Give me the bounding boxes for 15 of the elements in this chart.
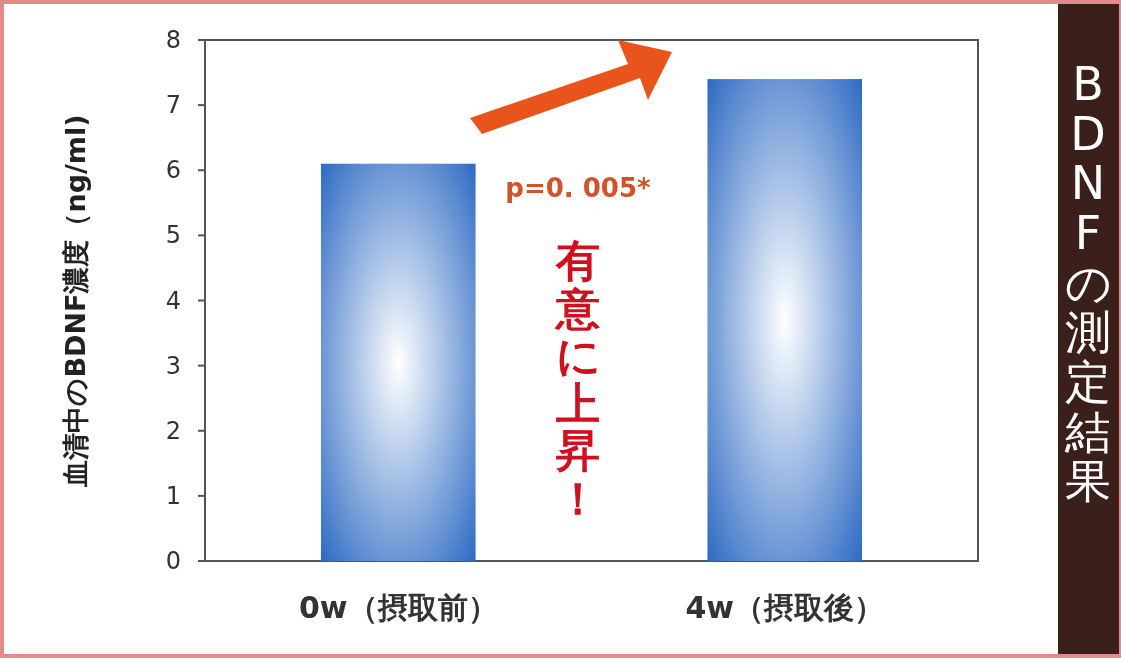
y-tick-label: 2 xyxy=(165,416,181,445)
x-tick-label: 4w（摂取後） xyxy=(685,590,885,625)
annotation: 有意に上昇！ xyxy=(554,235,601,524)
y-tick-label: 3 xyxy=(165,351,181,380)
annotation: p=0. 005* xyxy=(505,173,652,203)
y-tick-label: 7 xyxy=(165,91,181,120)
x-tick-label: 0w（摂取前） xyxy=(298,590,498,625)
y-tick-label: 5 xyxy=(165,221,181,250)
y-tick-label: 8 xyxy=(165,26,181,54)
y-axis-title: 血清中のBDNF濃度（ng/ml) xyxy=(60,114,91,488)
y-tick-label: 1 xyxy=(165,481,181,510)
y-tick-label: 4 xyxy=(165,286,181,315)
chart-title: BDNFの測定結果 xyxy=(1064,57,1112,509)
y-tick-label: 6 xyxy=(165,156,181,185)
y-tick-label: 0 xyxy=(165,547,181,575)
